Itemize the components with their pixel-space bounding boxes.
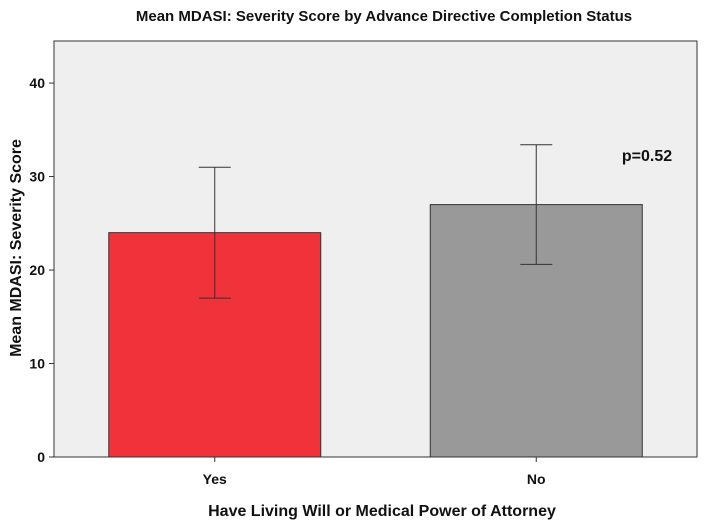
y-tick-label: 10	[29, 356, 45, 372]
y-axis: 0 10 20 30 40	[29, 75, 54, 465]
y-tick-label: 30	[29, 169, 45, 185]
x-tick-label: Yes	[203, 471, 227, 487]
error-bars	[198, 144, 553, 299]
bar-yes	[108, 232, 322, 458]
y-tick-label: 40	[29, 75, 45, 91]
y-tick-label: 20	[29, 262, 45, 278]
y-axis-label: Mean MDASI: Severity Score	[8, 139, 25, 357]
x-axis-label: Have Living Will or Medical Power of Att…	[208, 503, 556, 520]
x-axis: Yes No	[203, 457, 546, 487]
chart-title: Mean MDASI: Severity Score by Advance Di…	[136, 8, 632, 25]
x-tick-label: No	[527, 471, 546, 487]
y-tick-label: 0	[37, 449, 45, 465]
p-value-annotation: p=0.52	[622, 148, 672, 165]
